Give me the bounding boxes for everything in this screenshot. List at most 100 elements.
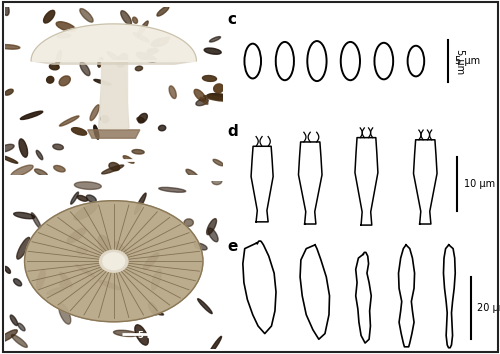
Polygon shape bbox=[31, 61, 196, 64]
Ellipse shape bbox=[98, 57, 103, 67]
Ellipse shape bbox=[17, 238, 30, 259]
Ellipse shape bbox=[138, 113, 147, 123]
Text: 10 μm: 10 μm bbox=[464, 179, 495, 189]
Text: 5 mm: 5 mm bbox=[138, 158, 164, 167]
Ellipse shape bbox=[206, 219, 216, 235]
Ellipse shape bbox=[1, 1, 9, 16]
Text: b: b bbox=[12, 187, 22, 202]
Ellipse shape bbox=[101, 116, 108, 122]
Ellipse shape bbox=[157, 6, 169, 16]
Ellipse shape bbox=[208, 228, 218, 242]
Text: 5 μm: 5 μm bbox=[454, 56, 480, 66]
Ellipse shape bbox=[4, 267, 10, 273]
Ellipse shape bbox=[136, 52, 156, 62]
Ellipse shape bbox=[115, 242, 128, 258]
Ellipse shape bbox=[86, 195, 97, 202]
Ellipse shape bbox=[98, 235, 110, 251]
Ellipse shape bbox=[204, 48, 221, 54]
Ellipse shape bbox=[80, 8, 93, 22]
Ellipse shape bbox=[59, 303, 71, 324]
Ellipse shape bbox=[70, 192, 78, 204]
Text: 5 mm: 5 mm bbox=[138, 331, 164, 340]
Ellipse shape bbox=[0, 144, 14, 152]
Ellipse shape bbox=[94, 125, 99, 139]
Ellipse shape bbox=[76, 265, 95, 277]
Ellipse shape bbox=[56, 22, 76, 32]
Ellipse shape bbox=[138, 21, 148, 36]
Ellipse shape bbox=[147, 48, 157, 55]
Polygon shape bbox=[100, 61, 127, 128]
Ellipse shape bbox=[200, 97, 208, 104]
Ellipse shape bbox=[19, 139, 28, 157]
Ellipse shape bbox=[184, 219, 194, 227]
Ellipse shape bbox=[148, 302, 158, 315]
Ellipse shape bbox=[152, 269, 162, 290]
Ellipse shape bbox=[34, 169, 48, 176]
Ellipse shape bbox=[74, 204, 98, 220]
Ellipse shape bbox=[133, 33, 149, 42]
Ellipse shape bbox=[148, 48, 158, 53]
Ellipse shape bbox=[158, 125, 166, 131]
Ellipse shape bbox=[120, 11, 132, 25]
Ellipse shape bbox=[14, 212, 35, 219]
Ellipse shape bbox=[151, 38, 168, 47]
Ellipse shape bbox=[0, 45, 20, 49]
Text: 5 μm: 5 μm bbox=[454, 48, 464, 74]
Ellipse shape bbox=[32, 213, 41, 229]
Ellipse shape bbox=[77, 195, 88, 201]
Ellipse shape bbox=[20, 111, 42, 120]
Ellipse shape bbox=[94, 79, 111, 85]
Ellipse shape bbox=[198, 299, 212, 314]
Polygon shape bbox=[88, 130, 140, 138]
Ellipse shape bbox=[18, 323, 25, 331]
Ellipse shape bbox=[58, 34, 70, 38]
Ellipse shape bbox=[60, 116, 79, 126]
Ellipse shape bbox=[134, 193, 146, 214]
Ellipse shape bbox=[194, 243, 207, 250]
Ellipse shape bbox=[100, 250, 128, 272]
Ellipse shape bbox=[144, 253, 158, 269]
Ellipse shape bbox=[36, 150, 43, 160]
Ellipse shape bbox=[74, 182, 102, 189]
Ellipse shape bbox=[72, 128, 86, 135]
Ellipse shape bbox=[132, 17, 138, 23]
Ellipse shape bbox=[135, 325, 148, 345]
Ellipse shape bbox=[102, 165, 124, 174]
Ellipse shape bbox=[213, 159, 224, 166]
Ellipse shape bbox=[24, 201, 203, 322]
Ellipse shape bbox=[204, 96, 226, 101]
Text: e: e bbox=[228, 239, 237, 254]
Ellipse shape bbox=[169, 86, 176, 98]
Ellipse shape bbox=[208, 93, 231, 100]
Ellipse shape bbox=[114, 330, 138, 337]
Ellipse shape bbox=[14, 279, 22, 286]
Ellipse shape bbox=[186, 169, 198, 179]
Ellipse shape bbox=[212, 178, 222, 185]
Ellipse shape bbox=[60, 282, 68, 288]
Polygon shape bbox=[98, 61, 129, 128]
Ellipse shape bbox=[90, 105, 100, 121]
Polygon shape bbox=[31, 24, 196, 61]
Ellipse shape bbox=[99, 280, 120, 290]
Ellipse shape bbox=[123, 156, 134, 163]
Text: 20 μm: 20 μm bbox=[478, 303, 500, 313]
Ellipse shape bbox=[196, 99, 208, 106]
Ellipse shape bbox=[103, 253, 124, 270]
Ellipse shape bbox=[0, 330, 18, 342]
Ellipse shape bbox=[0, 155, 18, 163]
Ellipse shape bbox=[194, 89, 205, 101]
Ellipse shape bbox=[159, 187, 186, 192]
Text: d: d bbox=[228, 124, 238, 139]
Ellipse shape bbox=[12, 335, 28, 347]
Ellipse shape bbox=[44, 10, 55, 23]
Ellipse shape bbox=[80, 62, 90, 76]
Ellipse shape bbox=[117, 53, 128, 67]
Ellipse shape bbox=[210, 36, 220, 42]
Ellipse shape bbox=[208, 336, 222, 354]
Ellipse shape bbox=[136, 66, 142, 71]
Ellipse shape bbox=[4, 89, 13, 95]
Ellipse shape bbox=[153, 311, 164, 315]
Ellipse shape bbox=[54, 165, 65, 172]
Ellipse shape bbox=[202, 75, 216, 81]
Ellipse shape bbox=[107, 52, 124, 65]
